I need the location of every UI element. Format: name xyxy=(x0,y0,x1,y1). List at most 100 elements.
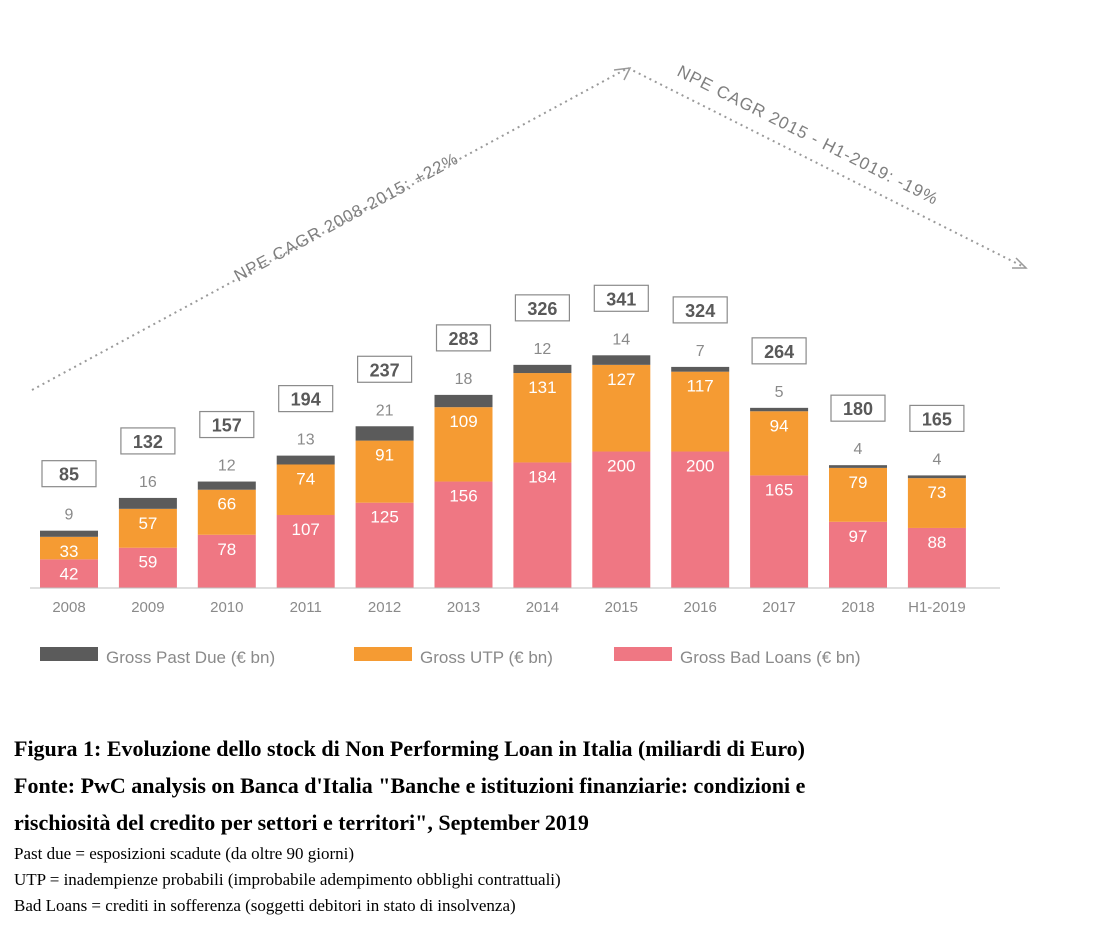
total-label-2015: 341 xyxy=(606,289,636,309)
bar-utp-2009 xyxy=(118,508,177,548)
bar-past-due-2017 xyxy=(750,407,809,412)
total-label-2009: 132 xyxy=(133,432,163,452)
total-box-2011 xyxy=(278,385,334,413)
value-label-utp-2018: 79 xyxy=(849,473,868,492)
total-label-2014: 326 xyxy=(527,299,557,319)
arrowhead-down xyxy=(1012,257,1028,269)
bar-past-due-2010 xyxy=(197,481,256,490)
x-tick-2010: 2010 xyxy=(210,599,243,616)
total-label-2016: 324 xyxy=(685,301,715,321)
x-tick-2012: 2012 xyxy=(368,599,401,616)
bar-utp-2015 xyxy=(592,364,651,452)
bar-bad-loans-2013 xyxy=(434,481,493,588)
legend-label-utp: Gross UTP (€ bn) xyxy=(420,648,553,667)
value-label-bad-loans-2010: 78 xyxy=(217,540,236,559)
value-label-bad-loans-2015: 200 xyxy=(607,457,635,476)
value-label-past-due-2010: 12 xyxy=(218,458,236,475)
cagr-arrows xyxy=(31,67,1028,391)
total-label-2013: 283 xyxy=(448,329,478,349)
bar-past-due-2014 xyxy=(513,364,572,374)
value-label-bad-loans-2012: 125 xyxy=(370,508,398,527)
legend-swatch-past-due xyxy=(40,647,98,661)
bar-utp-2012 xyxy=(355,440,414,503)
bar-past-due-2015 xyxy=(592,355,651,365)
x-tick-2008: 2008 xyxy=(52,599,85,616)
bar-bad-loans-2018 xyxy=(829,521,887,588)
bar-bad-loans-h1-2019 xyxy=(907,527,966,588)
value-label-utp-h1-2019: 73 xyxy=(927,483,946,502)
caption-source-line-1: Fonte: PwC analysis on Banca d'Italia "B… xyxy=(14,773,806,798)
cagr-label-2: NPE CAGR 2015 - H1-2019: -19% xyxy=(674,62,941,209)
value-label-past-due-2009: 16 xyxy=(139,474,157,491)
bar-utp-2014 xyxy=(513,373,572,463)
value-label-past-due-h1-2019: 4 xyxy=(932,451,941,468)
note-utp: UTP = inadempienze probabili (improbabil… xyxy=(14,870,561,889)
x-tick-2016: 2016 xyxy=(684,599,717,616)
arrowhead-up xyxy=(613,67,632,81)
value-label-past-due-2017: 5 xyxy=(775,384,784,401)
x-tick-2011: 2011 xyxy=(290,599,322,616)
value-label-bad-loans-2018: 97 xyxy=(849,527,868,546)
bar-bad-loans-2014 xyxy=(513,462,572,588)
total-box-2012 xyxy=(357,355,413,383)
value-label-bad-loans-2016: 200 xyxy=(686,457,714,476)
value-label-utp-2011: 74 xyxy=(296,469,315,488)
bar-bad-loans-2012 xyxy=(355,502,414,588)
bar-past-due-2011 xyxy=(276,455,335,465)
value-label-bad-loans-2011: 107 xyxy=(292,520,320,539)
value-label-utp-2015: 127 xyxy=(607,370,635,389)
total-label-2018: 180 xyxy=(843,399,873,419)
bar-bad-loans-2010 xyxy=(197,534,256,588)
total-label-2010: 157 xyxy=(212,416,242,436)
value-label-utp-2009: 57 xyxy=(138,514,157,533)
total-box-2014 xyxy=(514,294,571,322)
bar-utp-h1-2019 xyxy=(907,478,966,528)
total-box-2013 xyxy=(435,324,492,352)
value-label-bad-loans-2014: 184 xyxy=(528,467,556,486)
bar-past-due-2008 xyxy=(40,530,98,537)
legend-label-past-due: Gross Past Due (€ bn) xyxy=(106,648,275,667)
bar-bad-loans-2015 xyxy=(592,451,651,588)
total-label-2011: 194 xyxy=(291,390,321,410)
value-label-past-due-2008: 9 xyxy=(65,507,74,524)
x-tick-2014: 2014 xyxy=(526,599,559,616)
bar-bad-loans-2008 xyxy=(40,559,98,588)
value-label-utp-2010: 66 xyxy=(217,495,236,514)
total-box-2008 xyxy=(41,460,97,488)
legend-label-bad-loans: Gross Bad Loans (€ bn) xyxy=(680,648,860,667)
x-tick-2015: 2015 xyxy=(605,599,638,616)
legend-swatch-bad-loans xyxy=(614,647,672,661)
total-label-2012: 237 xyxy=(370,360,400,380)
value-label-bad-loans-2017: 165 xyxy=(765,480,793,499)
legend: Gross Past Due (€ bn) Gross UTP (€ bn) G… xyxy=(40,647,860,667)
value-label-past-due-2014: 12 xyxy=(534,341,552,358)
value-label-past-due-2015: 14 xyxy=(612,331,630,348)
bar-bad-loans-2009 xyxy=(118,547,177,588)
bar-past-due-2012 xyxy=(355,426,414,441)
caption-source-line-2: rischiosità del credito per settori e te… xyxy=(14,810,589,835)
bar-utp-2008 xyxy=(40,536,98,560)
note-bad-loans: Bad Loans = crediti in sofferenza (sogge… xyxy=(14,896,516,915)
bar-utp-2017 xyxy=(750,411,809,476)
npl-stacked-bar-chart: NPE CAGR 2008-2015: +22% NPE CAGR 2015 -… xyxy=(30,62,1028,667)
cagr-arrow-down xyxy=(627,67,1027,269)
bar-bad-loans-2011 xyxy=(276,514,335,588)
total-label-2017: 264 xyxy=(764,342,794,362)
bars-group: 4233985200859571613220097866121572010107… xyxy=(40,284,966,616)
bar-utp-2013 xyxy=(434,407,493,482)
note-past-due: Past due = esposizioni scadute (da oltre… xyxy=(14,844,355,863)
value-label-utp-2014: 131 xyxy=(528,378,556,397)
value-label-bad-loans-2013: 156 xyxy=(449,487,477,506)
x-tick-2018: 2018 xyxy=(841,599,874,616)
value-label-utp-2016: 117 xyxy=(687,377,714,396)
bar-bad-loans-2017 xyxy=(750,475,809,588)
bar-utp-2018 xyxy=(829,467,887,522)
x-tick-2013: 2013 xyxy=(447,599,480,616)
bar-past-due-2016 xyxy=(671,366,730,372)
cagr-label-1: NPE CAGR 2008-2015: +22% xyxy=(231,149,462,286)
x-tick-h1-2019: H1-2019 xyxy=(908,599,966,616)
total-box-2015 xyxy=(593,284,649,312)
bar-utp-2016 xyxy=(671,371,730,452)
cagr-arrow-up xyxy=(31,67,629,391)
x-tick-2009: 2009 xyxy=(131,599,164,616)
